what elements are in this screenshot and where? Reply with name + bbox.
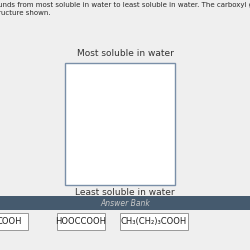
Text: COOH: COOH [0,217,22,226]
Text: CH₃(CH₂)₃COOH: CH₃(CH₂)₃COOH [121,217,187,226]
FancyBboxPatch shape [0,196,250,210]
Text: Most soluble in water: Most soluble in water [76,49,174,58]
Text: HOOCCOOH: HOOCCOOH [56,217,106,226]
FancyBboxPatch shape [65,63,175,185]
FancyBboxPatch shape [0,213,28,230]
Text: unds from most soluble in water to least soluble in water. The carboxyl group (: unds from most soluble in water to least… [0,2,250,8]
Text: ructure shown.: ructure shown. [0,10,50,16]
FancyBboxPatch shape [57,213,105,230]
FancyBboxPatch shape [120,213,188,230]
Text: Least soluble in water: Least soluble in water [75,188,175,197]
Text: Answer Bank: Answer Bank [100,198,150,207]
